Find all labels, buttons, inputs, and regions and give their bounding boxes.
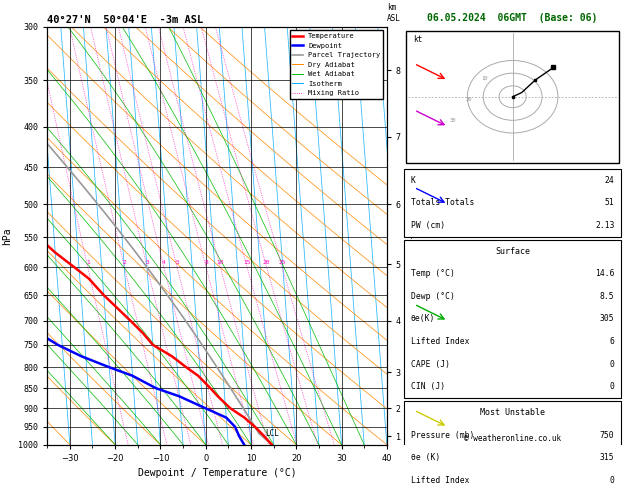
Text: 24: 24 [604, 175, 615, 185]
Text: θe(K): θe(K) [411, 314, 435, 323]
Text: 3: 3 [145, 260, 149, 265]
Text: θe (K): θe (K) [411, 453, 440, 462]
Text: 315: 315 [600, 453, 615, 462]
Y-axis label: hPa: hPa [3, 227, 13, 244]
Bar [404, 169, 621, 237]
Text: 2.13: 2.13 [595, 221, 615, 230]
Text: PW (cm): PW (cm) [411, 221, 445, 230]
Text: CIN (J): CIN (J) [411, 382, 445, 391]
Text: 15: 15 [243, 260, 251, 265]
Text: Lifted Index: Lifted Index [411, 337, 469, 346]
Legend: Temperature, Dewpoint, Parcel Trajectory, Dry Adiabat, Wet Adiabat, Isotherm, Mi: Temperature, Dewpoint, Parcel Trajectory… [289, 30, 383, 99]
Text: K: K [411, 175, 416, 185]
Text: 51: 51 [604, 198, 615, 207]
Text: 5: 5 [175, 260, 179, 265]
Bar [404, 401, 621, 486]
Text: Lifted Index: Lifted Index [411, 476, 469, 485]
Text: Most Unstable: Most Unstable [480, 408, 545, 417]
Text: 4: 4 [162, 260, 166, 265]
Text: 8.5: 8.5 [600, 292, 615, 301]
Text: 20: 20 [263, 260, 270, 265]
Bar [406, 31, 619, 162]
Text: 10: 10 [481, 76, 487, 81]
Text: 750: 750 [600, 431, 615, 439]
Text: Dewp (°C): Dewp (°C) [411, 292, 455, 301]
Bar [404, 240, 621, 398]
Text: km
ASL: km ASL [387, 3, 401, 22]
Text: Surface: Surface [495, 247, 530, 256]
Text: 30: 30 [449, 118, 456, 123]
Text: Temp (°C): Temp (°C) [411, 269, 455, 278]
Text: 305: 305 [600, 314, 615, 323]
Text: 0: 0 [610, 360, 615, 368]
X-axis label: Dewpoint / Temperature (°C): Dewpoint / Temperature (°C) [138, 469, 296, 478]
Text: 0: 0 [610, 382, 615, 391]
Text: 25: 25 [279, 260, 286, 265]
Text: kt: kt [413, 35, 422, 44]
Text: 2: 2 [123, 260, 126, 265]
Text: 14.6: 14.6 [595, 269, 615, 278]
Text: 6: 6 [610, 337, 615, 346]
Text: Mixing Ratio (g/kg): Mixing Ratio (g/kg) [409, 192, 418, 279]
Text: 40°27'N  50°04'E  -3m ASL: 40°27'N 50°04'E -3m ASL [47, 15, 203, 25]
Text: LCL: LCL [265, 429, 279, 438]
Text: 0: 0 [610, 476, 615, 485]
Text: 10: 10 [216, 260, 224, 265]
Text: 06.05.2024  06GMT  (Base: 06): 06.05.2024 06GMT (Base: 06) [428, 13, 598, 22]
Text: Totals Totals: Totals Totals [411, 198, 474, 207]
Text: © weatheronline.co.uk: © weatheronline.co.uk [464, 434, 561, 443]
Text: Pressure (mb): Pressure (mb) [411, 431, 474, 439]
Text: 20: 20 [465, 97, 472, 102]
Text: 8: 8 [204, 260, 208, 265]
Text: 1: 1 [86, 260, 90, 265]
Text: CAPE (J): CAPE (J) [411, 360, 450, 368]
